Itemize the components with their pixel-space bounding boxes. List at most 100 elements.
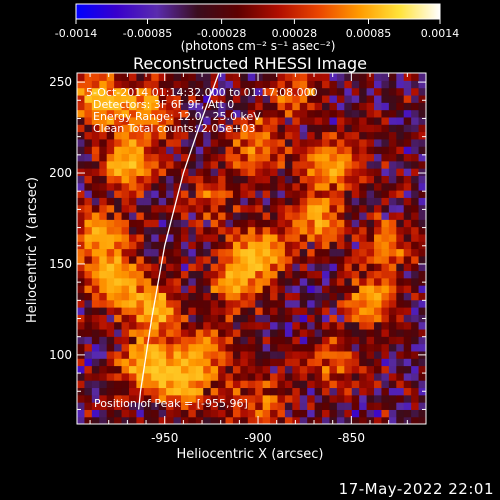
heatmap-cell (84, 292, 93, 301)
heatmap-cell (166, 182, 175, 191)
heatmap-cell (292, 372, 301, 381)
heatmap-cell (151, 131, 160, 140)
heatmap-cell (307, 409, 316, 418)
heatmap-cell (218, 131, 227, 140)
heatmap-cell (247, 241, 256, 250)
heatmap-cell (344, 116, 353, 125)
heatmap-cell (396, 380, 405, 389)
heatmap-cell (329, 197, 338, 206)
heatmap-cell (322, 394, 331, 403)
heatmap-cell (158, 175, 167, 184)
heatmap-cell (232, 190, 241, 198)
heatmap-cell (314, 204, 323, 213)
heatmap-cell (396, 409, 405, 418)
heatmap-cell (336, 292, 345, 301)
heatmap-cell (151, 248, 160, 257)
heatmap-cell (344, 94, 353, 103)
heatmap-cell (388, 175, 397, 184)
heatmap-cell (173, 307, 182, 315)
heatmap-cell (151, 263, 160, 272)
heatmap-cell (232, 175, 241, 184)
heatmap-cell (336, 263, 345, 272)
heatmap-cell (270, 116, 279, 125)
heatmap-cell (173, 394, 182, 403)
heatmap-cell (366, 131, 375, 140)
heatmap-cell (351, 175, 360, 184)
heatmap-cell (322, 182, 331, 191)
heatmap-cell (255, 168, 264, 176)
heatmap-cell (247, 248, 256, 257)
heatmap-cell (270, 270, 279, 279)
heatmap-cell (91, 197, 100, 206)
heatmap-cell (173, 233, 182, 242)
heatmap-cell (143, 138, 152, 147)
heatmap-cell (262, 94, 271, 103)
heatmap-cell (351, 387, 360, 396)
heatmap-cell (270, 233, 279, 242)
heatmap-cell (84, 182, 93, 191)
heatmap-cell (329, 102, 338, 111)
heatmap-cell (307, 80, 316, 89)
heatmap-cell (374, 219, 383, 228)
heatmap-cell (218, 277, 227, 286)
heatmap-cell (195, 153, 204, 162)
heatmap-cell (247, 87, 256, 96)
heatmap-cell (411, 175, 420, 184)
heatmap-cell (128, 153, 138, 162)
heatmap-cell (292, 241, 301, 250)
heatmap-cell (151, 102, 160, 111)
heatmap-cell (91, 263, 100, 272)
heatmap-cell (106, 263, 115, 272)
heatmap-cell (255, 226, 264, 235)
heatmap-cell (151, 365, 160, 374)
heatmap-cell (232, 131, 241, 140)
heatmap-cell (151, 226, 160, 235)
heatmap-cell (255, 211, 264, 220)
heatmap-cell (151, 94, 160, 103)
heatmap-cell (158, 372, 167, 381)
heatmap-cell (374, 102, 383, 111)
heatmap-cell (188, 168, 197, 176)
heatmap-cell (366, 328, 375, 337)
heatmap-cell (366, 299, 375, 308)
heatmap-cell (180, 190, 189, 198)
heatmap-cell (121, 80, 130, 89)
heatmap-cell (195, 124, 204, 133)
heatmap-cell (351, 102, 360, 111)
heatmap-cell (322, 80, 331, 89)
heatmap-cell (374, 160, 383, 169)
heatmap-cell (166, 109, 175, 118)
heatmap-cell (232, 321, 241, 330)
heatmap-cell (403, 204, 412, 213)
heatmap-cell (203, 314, 212, 323)
heatmap-cell (151, 204, 160, 213)
heatmap-cell (158, 131, 167, 140)
heatmap-cell (277, 394, 286, 403)
heatmap-cell (262, 160, 271, 169)
heatmap-cell (314, 409, 323, 418)
heatmap-cell (106, 182, 115, 191)
heatmap-cell (388, 197, 397, 206)
heatmap-cell (344, 358, 353, 367)
heatmap-cell (344, 394, 353, 403)
heatmap-cell (351, 153, 360, 162)
heatmap-cell (388, 131, 397, 140)
heatmap-cell (91, 380, 100, 389)
heatmap-cell (166, 131, 175, 140)
heatmap-cell (121, 372, 130, 381)
heatmap-cell (195, 263, 204, 272)
heatmap-cell (255, 380, 264, 389)
heatmap-cell (277, 211, 286, 220)
heatmap-cell (158, 248, 167, 257)
heatmap-cell (84, 241, 93, 250)
heatmap-cell (403, 219, 412, 228)
heatmap-cell (351, 94, 360, 103)
x-axis-label: Heliocentric X (arcsec) (177, 447, 324, 462)
heatmap-cell (210, 219, 219, 228)
heatmap-cell (195, 226, 204, 235)
heatmap-cell (203, 102, 212, 111)
heatmap-cell (106, 80, 115, 89)
heatmap-cell (114, 204, 123, 213)
heatmap-cell (329, 146, 338, 155)
heatmap-cell (166, 168, 175, 176)
